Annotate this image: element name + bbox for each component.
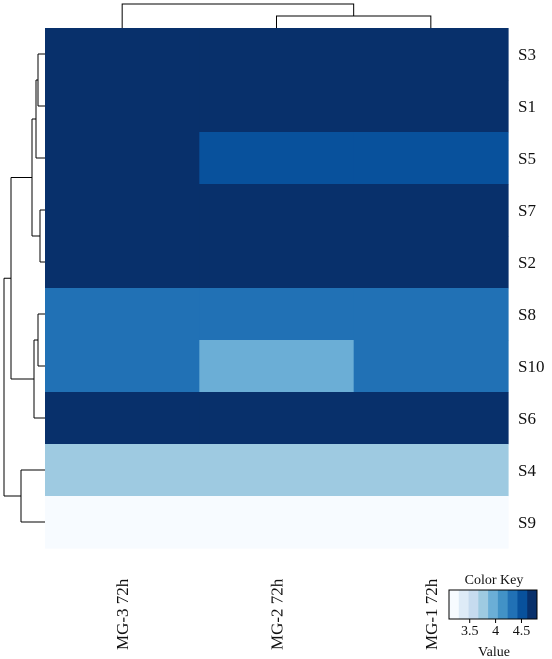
- color-key-tick-label: 3.5: [461, 624, 479, 639]
- heatmap-cell: [199, 28, 355, 81]
- column-label: MG-3 72h: [113, 578, 132, 650]
- column-dendrogram: [121, 3, 432, 28]
- heatmap-cell: [45, 444, 200, 497]
- row-label: S1: [518, 97, 536, 116]
- column-label: MG-1 72h: [422, 578, 441, 650]
- heatmap-cell: [45, 28, 200, 81]
- heatmap-cell: [199, 236, 355, 289]
- heatmap-cells: [45, 28, 509, 549]
- heatmap-cell: [353, 392, 509, 445]
- color-key-swatch: [488, 590, 499, 619]
- row-dendrogram: [3, 53, 45, 523]
- heatmap-cell: [199, 444, 355, 497]
- heatmap-cell: [199, 288, 355, 341]
- color-key-bar: [448, 589, 538, 620]
- row-labels: S3 S1 S5 S7 S2 S8 S10 S6 S4 S9: [518, 45, 544, 532]
- heatmap-cell: [45, 236, 200, 289]
- heatmap-cell: [353, 236, 509, 289]
- heatmap-cell: [45, 132, 200, 185]
- color-key-xlabel: Value: [478, 645, 510, 659]
- color-key-swatch: [517, 590, 528, 619]
- color-key-swatch: [449, 590, 460, 619]
- row-dendrogram-lines: [3, 53, 45, 523]
- column-label: MG-2 72h: [268, 578, 287, 650]
- heatmap-cell: [199, 392, 355, 445]
- row-label: S3: [518, 45, 536, 64]
- color-key-swatch: [507, 590, 518, 619]
- row-label: S6: [518, 409, 536, 428]
- heatmap-cell: [353, 28, 509, 81]
- color-key-tick-label: 4: [492, 624, 499, 639]
- color-key-swatch: [458, 590, 469, 619]
- heatmap-cell: [199, 496, 355, 549]
- row-label: S8: [518, 305, 536, 324]
- row-label: S4: [518, 461, 536, 480]
- heatmap-cell: [199, 80, 355, 133]
- row-label: S9: [518, 513, 536, 532]
- heatmap-cell: [199, 132, 355, 185]
- heatmap-cell: [45, 340, 200, 393]
- heatmap-cell: [45, 496, 200, 549]
- color-key-swatch: [497, 590, 509, 619]
- heatmap-cell: [353, 80, 509, 133]
- row-label: S10: [518, 357, 544, 376]
- heatmap-cell: [45, 184, 200, 237]
- color-key-ticks: 3.5 4 4.5: [461, 619, 530, 639]
- color-key-swatch: [527, 590, 538, 619]
- row-label: S7: [518, 201, 536, 220]
- heatmap-cell: [45, 80, 200, 133]
- color-key-title: Color Key: [465, 573, 524, 588]
- color-key: Color Key 3.5 4 4.5 Value: [448, 573, 538, 659]
- color-key-swatch: [478, 590, 489, 619]
- heatmap-cell: [353, 288, 509, 341]
- heatmap-cell: [353, 132, 509, 185]
- heatmap-cell: [353, 184, 509, 237]
- heatmap-cell: [45, 392, 200, 445]
- row-label: S5: [518, 149, 536, 168]
- row-label: S2: [518, 253, 536, 272]
- heatmap-cell: [353, 496, 509, 549]
- column-dendrogram-lines: [121, 3, 432, 28]
- color-key-border: [448, 589, 538, 620]
- color-key-tick-label: 4.5: [513, 624, 531, 639]
- heatmap-cell: [353, 444, 509, 497]
- heatmap-cell: [199, 340, 355, 393]
- heatmap-cell: [199, 184, 355, 237]
- column-labels: MG-3 72h MG-2 72h MG-1 72h: [113, 578, 441, 650]
- heatmap-cell: [45, 288, 200, 341]
- color-key-swatch: [468, 590, 479, 619]
- heatmap-cell: [353, 340, 509, 393]
